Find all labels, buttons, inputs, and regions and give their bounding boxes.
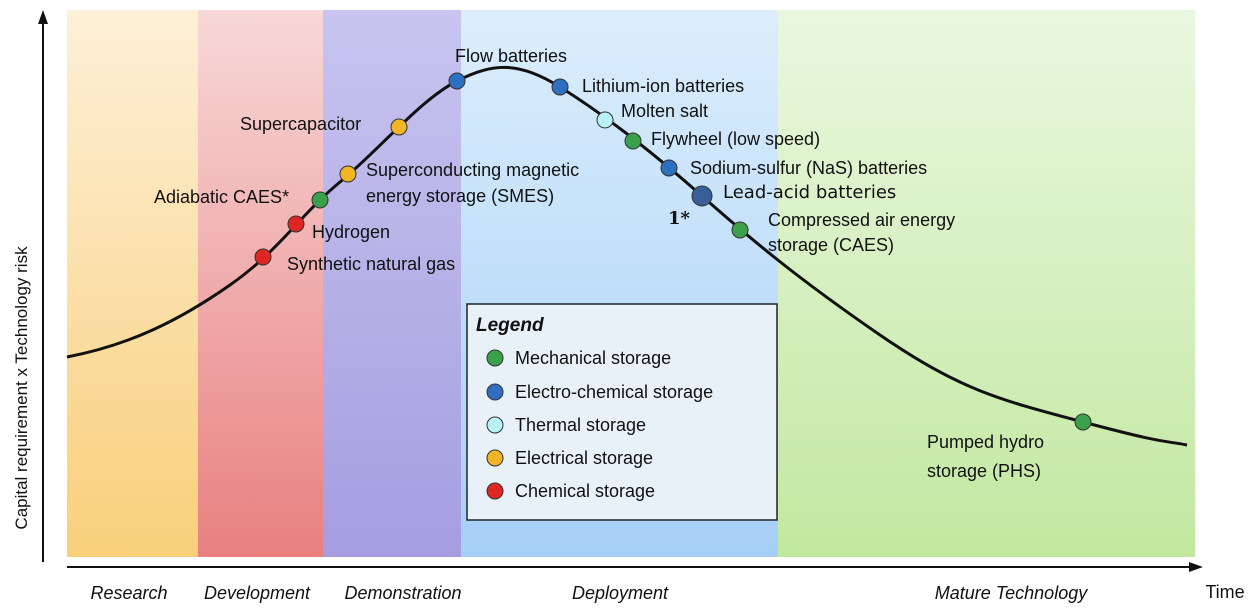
point bbox=[448, 72, 466, 90]
legend-swatch bbox=[486, 449, 504, 467]
legend: Legend Mechanical storage Electro-chemic… bbox=[466, 303, 778, 521]
tech-label: Flow batteries bbox=[455, 46, 567, 66]
point bbox=[551, 78, 569, 96]
tech-label: Lead-acid batteries bbox=[723, 182, 896, 203]
point bbox=[390, 118, 408, 136]
phase-label: Deployment bbox=[572, 583, 669, 603]
tech-label: Supercapacitor bbox=[240, 114, 361, 134]
point bbox=[691, 185, 713, 207]
point bbox=[339, 165, 357, 183]
point bbox=[287, 215, 305, 233]
legend-item: Chemical storage bbox=[515, 481, 655, 501]
point bbox=[596, 111, 614, 129]
x-label: Time bbox=[1205, 582, 1244, 602]
legend-item: Thermal storage bbox=[515, 415, 646, 435]
tech-label: Adiabatic CAES* bbox=[154, 187, 289, 207]
legend-swatch bbox=[486, 383, 504, 401]
phase-bands bbox=[67, 10, 1195, 557]
tech-label: Hydrogen bbox=[312, 222, 390, 242]
tech-label: storage (PHS) bbox=[927, 461, 1041, 481]
point bbox=[731, 221, 749, 239]
axes bbox=[38, 10, 1203, 572]
band bbox=[778, 10, 1195, 557]
legend-item: Electrical storage bbox=[515, 448, 653, 468]
tech-label: Lithium-ion batteries bbox=[582, 76, 744, 96]
phase-label: Mature Technology bbox=[935, 583, 1088, 603]
tech-label: Compressed air energy bbox=[768, 210, 955, 230]
tech-label: Synthetic natural gas bbox=[287, 254, 455, 274]
legend-swatch bbox=[486, 482, 504, 500]
phase-label: Development bbox=[204, 583, 311, 603]
band bbox=[67, 10, 198, 557]
phase-label: Demonstration bbox=[344, 583, 461, 603]
tech-label: storage (CAES) bbox=[768, 235, 894, 255]
legend-swatch bbox=[486, 349, 504, 367]
tech-label: Molten salt bbox=[621, 101, 708, 121]
point bbox=[254, 248, 272, 266]
legend-box bbox=[466, 303, 778, 521]
legend-item: Electro-chemical storage bbox=[515, 382, 713, 402]
note: 1* bbox=[668, 208, 691, 229]
tech-label: Pumped hydro bbox=[927, 432, 1044, 452]
arrow bbox=[1189, 562, 1203, 572]
y-label: Capital requirement x Technology risk bbox=[12, 246, 31, 530]
tech-label: Flywheel (low speed) bbox=[651, 129, 820, 149]
band bbox=[198, 10, 323, 557]
tech-label: Superconducting magnetic bbox=[366, 160, 579, 180]
point bbox=[1074, 413, 1092, 431]
labels: Flow batteries Lithium-ion batteries Mol… bbox=[154, 46, 1044, 481]
phase-label: Research bbox=[90, 583, 167, 603]
tech-label: energy storage (SMES) bbox=[366, 186, 554, 206]
arrow bbox=[38, 10, 48, 24]
point bbox=[660, 159, 678, 177]
point bbox=[624, 132, 642, 150]
legend-item: Mechanical storage bbox=[515, 348, 671, 368]
band bbox=[323, 10, 461, 557]
tech-label: Sodium-sulfur (NaS) batteries bbox=[690, 158, 927, 178]
points bbox=[254, 72, 1092, 431]
legend-swatch bbox=[486, 416, 504, 434]
legend-title: Legend bbox=[476, 315, 544, 336]
point bbox=[311, 191, 329, 209]
